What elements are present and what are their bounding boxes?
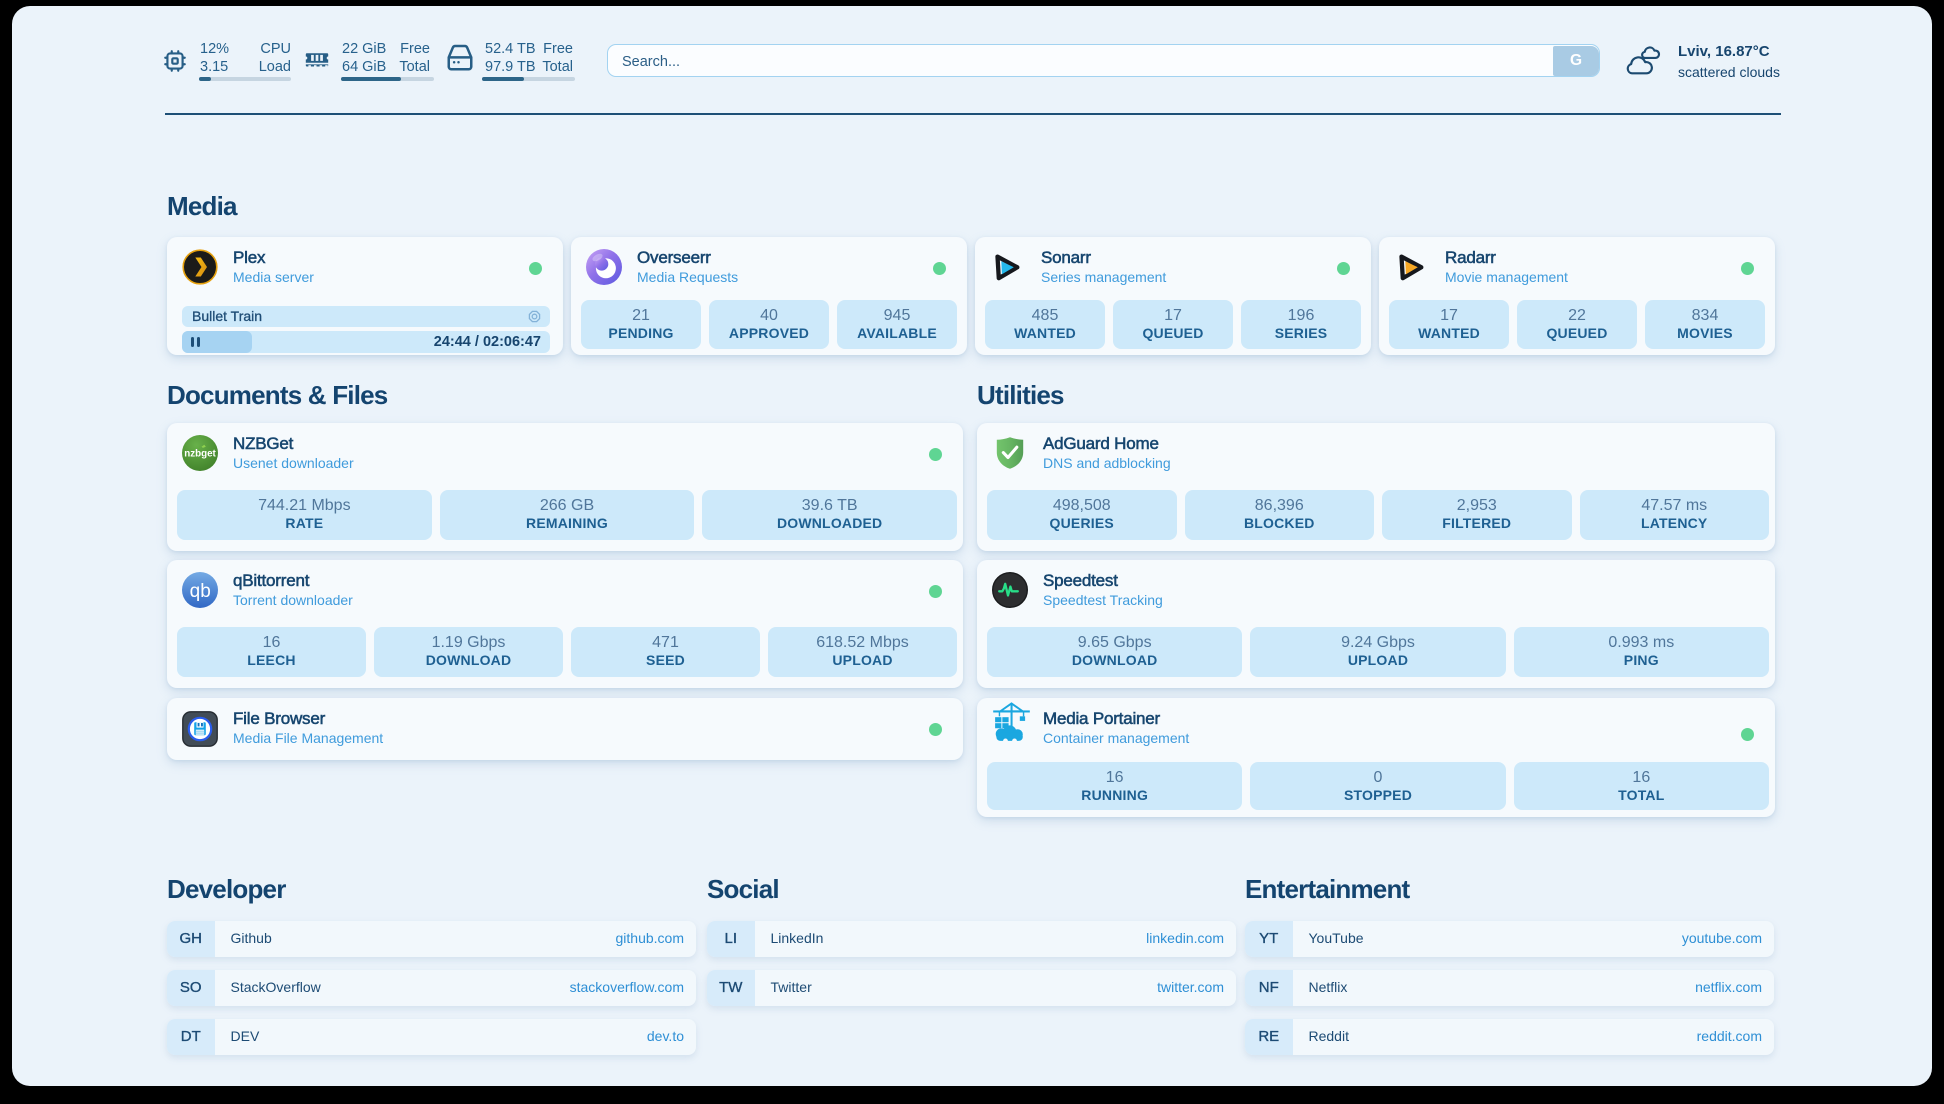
svg-text:qb: qb bbox=[190, 581, 211, 602]
svg-text:nzbget: nzbget bbox=[184, 449, 216, 460]
